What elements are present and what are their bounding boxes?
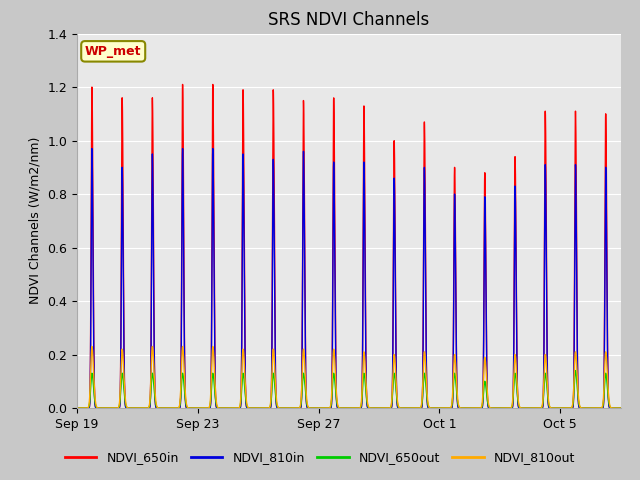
Text: WP_met: WP_met <box>85 45 141 58</box>
Legend: NDVI_650in, NDVI_810in, NDVI_650out, NDVI_810out: NDVI_650in, NDVI_810in, NDVI_650out, NDV… <box>60 446 580 469</box>
Y-axis label: NDVI Channels (W/m2/nm): NDVI Channels (W/m2/nm) <box>29 137 42 304</box>
Title: SRS NDVI Channels: SRS NDVI Channels <box>268 11 429 29</box>
